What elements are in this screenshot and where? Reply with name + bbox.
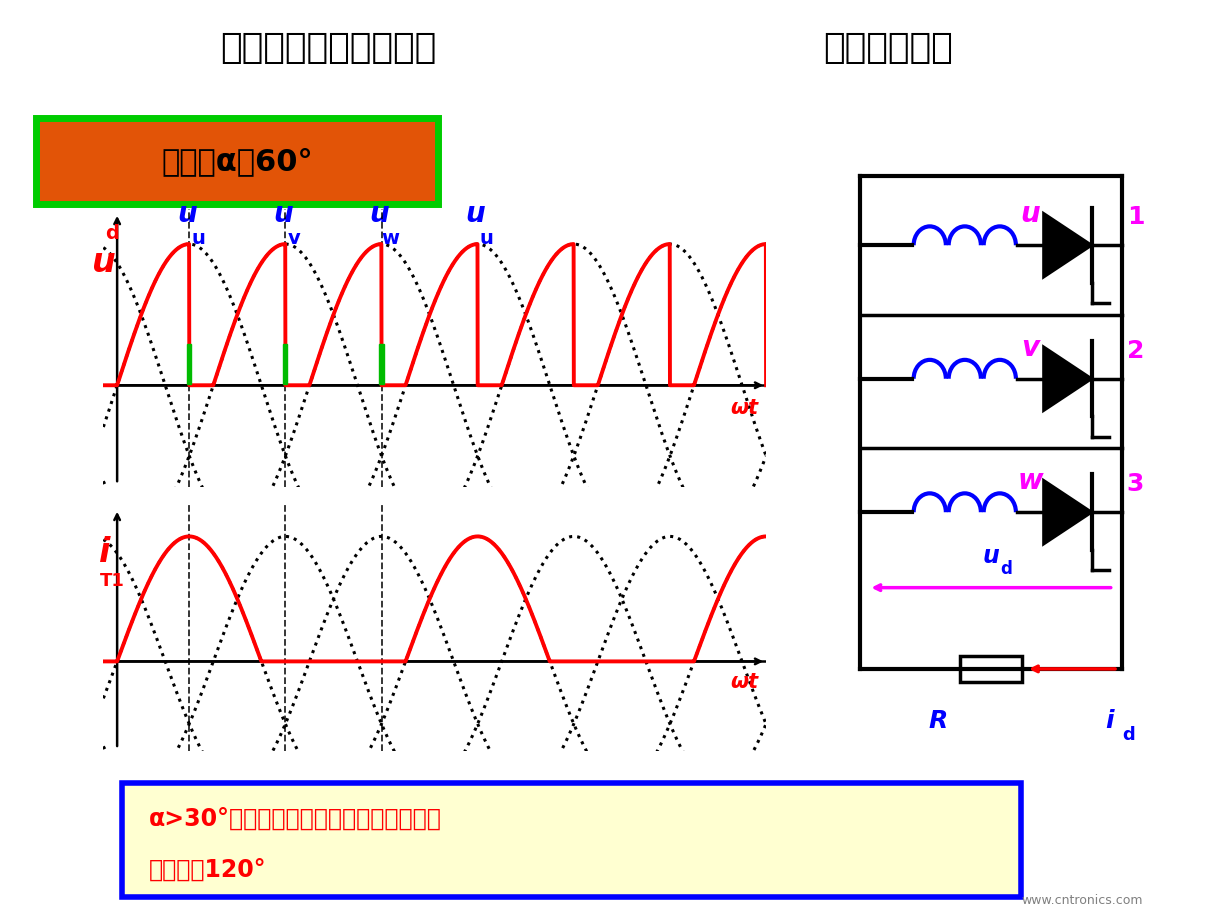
Text: d: d: [1001, 559, 1012, 578]
Text: www.cntronics.com: www.cntronics.com: [1021, 894, 1143, 906]
Text: α>30°时电流断续，１、２、３晶闸管导: α>30°时电流断续，１、２、３晶闸管导: [148, 805, 441, 830]
Text: w: w: [382, 229, 400, 248]
Bar: [283, 345, 287, 384]
Text: R: R: [929, 708, 948, 732]
Text: 三相半波可控整流电路: 三相半波可控整流电路: [220, 31, 437, 65]
Text: ωt: ωt: [731, 671, 759, 691]
Text: u: u: [274, 200, 293, 228]
Polygon shape: [1043, 481, 1092, 545]
Text: T1: T1: [100, 571, 125, 589]
Text: u: u: [480, 229, 494, 248]
Text: 控制角α＝60°: 控制角α＝60°: [162, 148, 313, 176]
Polygon shape: [1043, 214, 1092, 278]
Polygon shape: [1043, 347, 1092, 411]
Text: w: w: [1018, 466, 1043, 495]
Text: i: i: [1105, 708, 1114, 732]
Text: u: u: [178, 200, 197, 228]
Text: u: u: [92, 245, 117, 278]
Text: i: i: [98, 536, 109, 568]
Text: u: u: [1020, 200, 1041, 228]
Text: d: d: [106, 224, 119, 243]
Text: 通角小于120°: 通角小于120°: [148, 857, 266, 881]
Bar: [379, 345, 383, 384]
Text: u: u: [983, 543, 1000, 567]
Text: u: u: [370, 200, 389, 228]
Bar: [91, 345, 95, 384]
Bar: [187, 345, 191, 384]
Text: 2: 2: [1127, 338, 1144, 363]
Bar: [961, 656, 1021, 682]
Text: u: u: [466, 200, 485, 228]
Text: v: v: [1021, 333, 1040, 362]
Text: 1: 1: [1127, 205, 1144, 229]
Text: 3: 3: [1127, 472, 1144, 496]
Text: v: v: [288, 229, 300, 248]
Text: d: d: [1122, 725, 1136, 742]
Text: ωt: ωt: [731, 397, 759, 417]
Text: u: u: [191, 229, 206, 248]
Text: 纯电阻性负载: 纯电阻性负载: [823, 31, 952, 65]
